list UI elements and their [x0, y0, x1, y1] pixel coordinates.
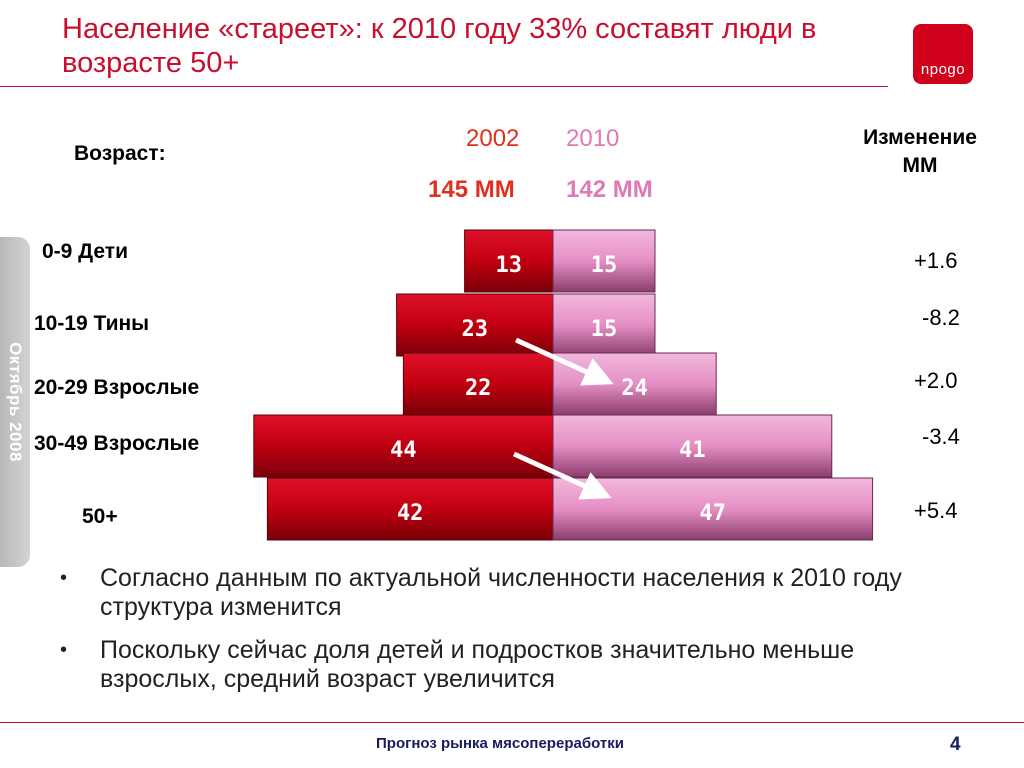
bullet-text: Поскольку сейчас доля детей и подростков…: [100, 636, 855, 693]
change-value: +1.6: [914, 248, 957, 273]
data-label-2002: 22: [465, 376, 492, 401]
data-label-2010: 24: [621, 376, 648, 401]
data-label-2010: 15: [591, 317, 618, 342]
age-group-label: 10-19 Тины: [34, 312, 149, 335]
bullet-item: • Поскольку сейчас доля детей и подростк…: [60, 636, 960, 694]
age-header: Возраст:: [74, 142, 166, 165]
age-group-label: 20-29 Взрослые: [34, 376, 199, 399]
total-2002: 145 MM: [428, 176, 515, 203]
age-group-label: 50+: [82, 505, 118, 528]
data-label-2002: 13: [496, 253, 523, 278]
bar-2010: [552, 229, 656, 293]
svg-text:npogo: npogo: [921, 61, 965, 78]
bullet-item: • Согласно данным по актуальной численно…: [60, 564, 960, 622]
footer-divider: [0, 722, 1024, 723]
bar-2002: [402, 352, 554, 416]
date-side-tab: Октябрь 2008: [0, 237, 30, 567]
bar-2002: [253, 414, 554, 478]
bar-2002: [266, 477, 554, 541]
data-label-2002: 42: [397, 501, 424, 526]
bar-2010: [552, 293, 656, 357]
bullet-text: Согласно данным по актуальной численност…: [100, 564, 902, 621]
data-label-2002: 44: [390, 438, 417, 463]
brand-logo: npogo: [913, 24, 973, 84]
age-group-label: 30-49 Взрослые: [34, 432, 199, 455]
bar-2010: [552, 414, 833, 478]
data-label-2010: 15: [591, 253, 618, 278]
total-2010: 142 MM: [566, 176, 653, 203]
bullet-dot-icon: •: [60, 567, 68, 589]
change-header: Изменение MM: [863, 126, 977, 177]
data-label-2010: 41: [679, 438, 706, 463]
age-group-label: 0-9 Дети: [42, 240, 128, 263]
page-title: Население «стареет»: к 2010 году 33% сос…: [62, 13, 817, 79]
bullet-dot-icon: •: [60, 639, 68, 661]
year-2002-label: 2002: [466, 125, 520, 152]
change-value: -3.4: [922, 424, 960, 449]
change-value: +2.0: [914, 368, 957, 393]
page-number: 4: [950, 734, 961, 755]
footer-title: Прогноз рынка мясопереработки: [376, 735, 624, 752]
data-label-2010: 47: [700, 501, 727, 526]
bullet-list: • Согласно данным по актуальной численно…: [60, 564, 960, 708]
title-divider: [0, 86, 888, 87]
bar-2002: [464, 229, 554, 293]
data-label-2002: 23: [462, 317, 489, 342]
change-value: +5.4: [914, 498, 957, 523]
change-value: -8.2: [922, 305, 960, 330]
shift-arrow-adults: [512, 451, 612, 500]
year-2010-label: 2010: [566, 125, 620, 152]
shift-arrow-teens: [514, 337, 614, 386]
